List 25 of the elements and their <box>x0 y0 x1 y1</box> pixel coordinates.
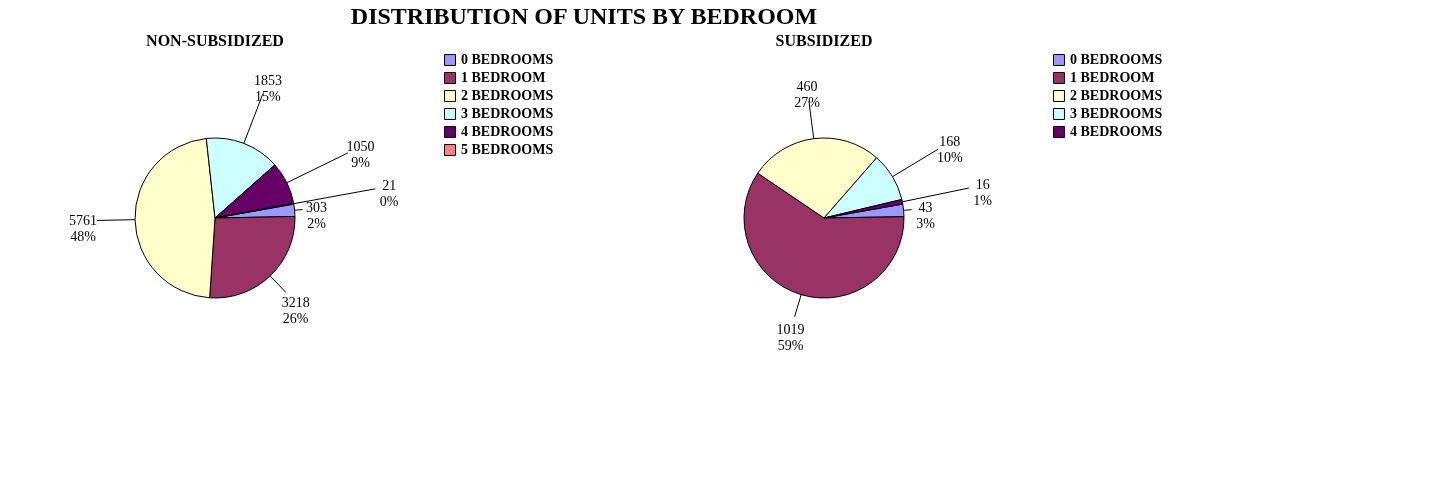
data-label: 5761 48% <box>69 212 98 244</box>
legend-label: 0 BEDROOMS <box>461 52 554 67</box>
legend-label: 3 BEDROOMS <box>461 106 554 121</box>
legend-label: 1 BEDROOM <box>461 70 546 85</box>
legend-label: 1 BEDROOM <box>1070 70 1155 85</box>
data-label: 21 0% <box>379 178 399 210</box>
data-label: 460 27% <box>794 79 821 111</box>
legend-label: 4 BEDROOMS <box>1070 124 1163 139</box>
data-label: 303 2% <box>306 200 328 232</box>
data-label: 43 3% <box>916 200 936 232</box>
chart-subtitle: SUBSIDIZED <box>775 32 873 49</box>
chart-title: DISTRIBUTION OF UNITS BY BEDROOM <box>350 3 818 29</box>
legend-label: 2 BEDROOMS <box>1070 88 1163 103</box>
data-label: 16 1% <box>973 177 993 209</box>
legend-label: 2 BEDROOMS <box>461 88 554 103</box>
legend-label: 3 BEDROOMS <box>1070 106 1163 121</box>
data-label: 1050 9% <box>346 138 375 170</box>
chart-subtitle: NON-SUBSIDIZED <box>146 32 284 49</box>
legend-label: 5 BEDROOMS <box>461 142 554 157</box>
data-label: 168 10% <box>937 134 964 166</box>
data-label: 1853 15% <box>253 72 282 104</box>
data-label: 3218 26% <box>281 294 310 326</box>
legend-label: 4 BEDROOMS <box>461 124 554 139</box>
data-label: 1019 59% <box>776 322 805 354</box>
legend-label: 0 BEDROOMS <box>1070 52 1163 67</box>
